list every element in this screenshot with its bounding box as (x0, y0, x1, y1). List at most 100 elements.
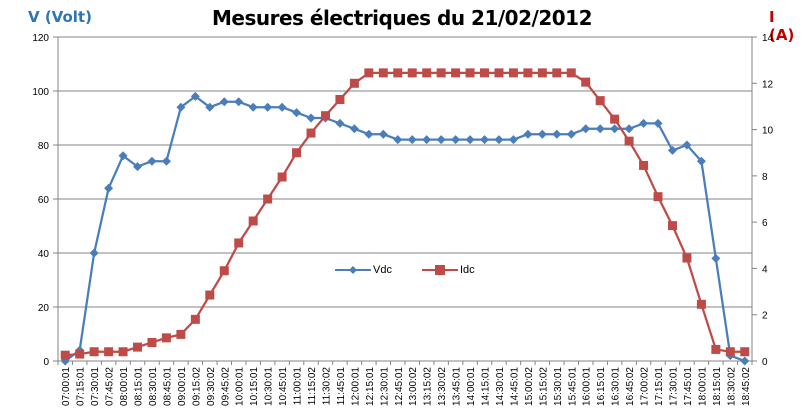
svg-text:12:30:01: 12:30:01 (379, 367, 390, 406)
data-point (624, 136, 634, 146)
data-point (133, 342, 143, 352)
legend-label-idc: Idc (459, 264, 475, 276)
data-point (711, 344, 721, 354)
data-point (393, 68, 403, 78)
svg-text:18:30:02: 18:30:02 (726, 367, 737, 406)
square-marker-icon (421, 265, 458, 275)
svg-text:2: 2 (762, 311, 768, 322)
svg-text:0: 0 (762, 357, 768, 368)
data-point (133, 162, 143, 172)
data-point (581, 124, 591, 134)
data-point (176, 329, 186, 339)
svg-text:10: 10 (762, 126, 774, 137)
svg-text:09:45:02: 09:45:02 (220, 367, 231, 406)
svg-text:8: 8 (762, 172, 768, 183)
data-point (610, 114, 620, 124)
data-point (349, 78, 359, 88)
svg-text:6: 6 (762, 218, 768, 229)
data-point (306, 128, 316, 138)
data-point (320, 111, 330, 121)
svg-text:17:30:01: 17:30:01 (668, 367, 679, 406)
data-point (378, 129, 388, 139)
svg-text:09:00:01: 09:00:01 (177, 367, 188, 406)
data-point (60, 350, 70, 360)
data-point (566, 68, 576, 78)
data-point (508, 68, 518, 78)
data-point (711, 253, 721, 263)
data-point (306, 113, 316, 123)
svg-text:60: 60 (38, 195, 50, 206)
data-point (219, 266, 229, 276)
data-point (537, 129, 547, 139)
data-point (523, 129, 533, 139)
svg-text:14:15:01: 14:15:01 (481, 367, 492, 406)
data-point (205, 102, 215, 112)
svg-text:10:00:01: 10:00:01 (235, 367, 246, 406)
data-point (263, 102, 273, 112)
data-point (219, 97, 229, 107)
svg-text:11:45:01: 11:45:01 (336, 367, 347, 406)
data-point (436, 68, 446, 78)
data-point (639, 118, 649, 128)
data-point (465, 135, 475, 145)
svg-text:08:45:01: 08:45:01 (162, 367, 173, 406)
data-point (118, 347, 128, 357)
svg-text:17:00:02: 17:00:02 (640, 367, 651, 406)
data-point (653, 118, 663, 128)
data-point (740, 356, 750, 366)
data-point (682, 140, 692, 150)
data-point (118, 151, 128, 161)
data-point (89, 248, 99, 258)
data-point (263, 194, 273, 204)
svg-text:20: 20 (38, 303, 50, 314)
data-point (422, 68, 432, 78)
data-point (566, 129, 576, 139)
svg-text:0: 0 (43, 357, 49, 368)
data-point (89, 347, 99, 357)
data-point (335, 118, 345, 128)
data-point (234, 97, 244, 107)
data-point (696, 299, 706, 309)
data-point (104, 347, 114, 357)
svg-text:18:00:01: 18:00:01 (697, 367, 708, 406)
svg-text:13:15:02: 13:15:02 (423, 367, 434, 406)
data-point (161, 156, 171, 166)
data-point (407, 135, 417, 145)
data-point (176, 102, 186, 112)
data-point (494, 68, 504, 78)
series-layer (60, 68, 750, 366)
svg-text:13:00:02: 13:00:02 (408, 367, 419, 406)
data-point (480, 135, 490, 145)
data-point (364, 68, 374, 78)
data-point (480, 68, 490, 78)
data-point (552, 129, 562, 139)
svg-text:80: 80 (38, 141, 50, 152)
svg-text:07:45:02: 07:45:02 (105, 367, 116, 406)
svg-text:15:30:01: 15:30:01 (553, 367, 564, 406)
data-point (667, 145, 677, 155)
legend: Vdc Idc (335, 264, 475, 276)
data-point (277, 102, 287, 112)
svg-text:14:30:01: 14:30:01 (495, 367, 506, 406)
legend-label-vdc: Vdc (373, 264, 392, 276)
svg-text:11:30:02: 11:30:02 (321, 367, 332, 406)
svg-text:16:45:02: 16:45:02 (625, 367, 636, 406)
data-point (696, 156, 706, 166)
chart-title: Mesures électriques du 21/02/2012 (212, 6, 592, 30)
data-point (161, 333, 171, 343)
legend-item-vdc: Vdc (335, 264, 392, 276)
svg-text:14:45:01: 14:45:01 (509, 367, 520, 406)
data-point (667, 221, 677, 231)
data-point (451, 135, 461, 145)
data-point (624, 124, 634, 134)
svg-text:07:00:01: 07:00:01 (61, 367, 72, 406)
data-point (378, 68, 388, 78)
data-point (248, 102, 258, 112)
svg-text:12:00:01: 12:00:01 (350, 367, 361, 406)
data-point (104, 183, 114, 193)
data-point (277, 172, 287, 182)
svg-text:100: 100 (32, 87, 49, 98)
data-point (508, 135, 518, 145)
svg-text:09:30:02: 09:30:02 (206, 367, 217, 406)
svg-text:07:15:01: 07:15:01 (76, 367, 87, 406)
